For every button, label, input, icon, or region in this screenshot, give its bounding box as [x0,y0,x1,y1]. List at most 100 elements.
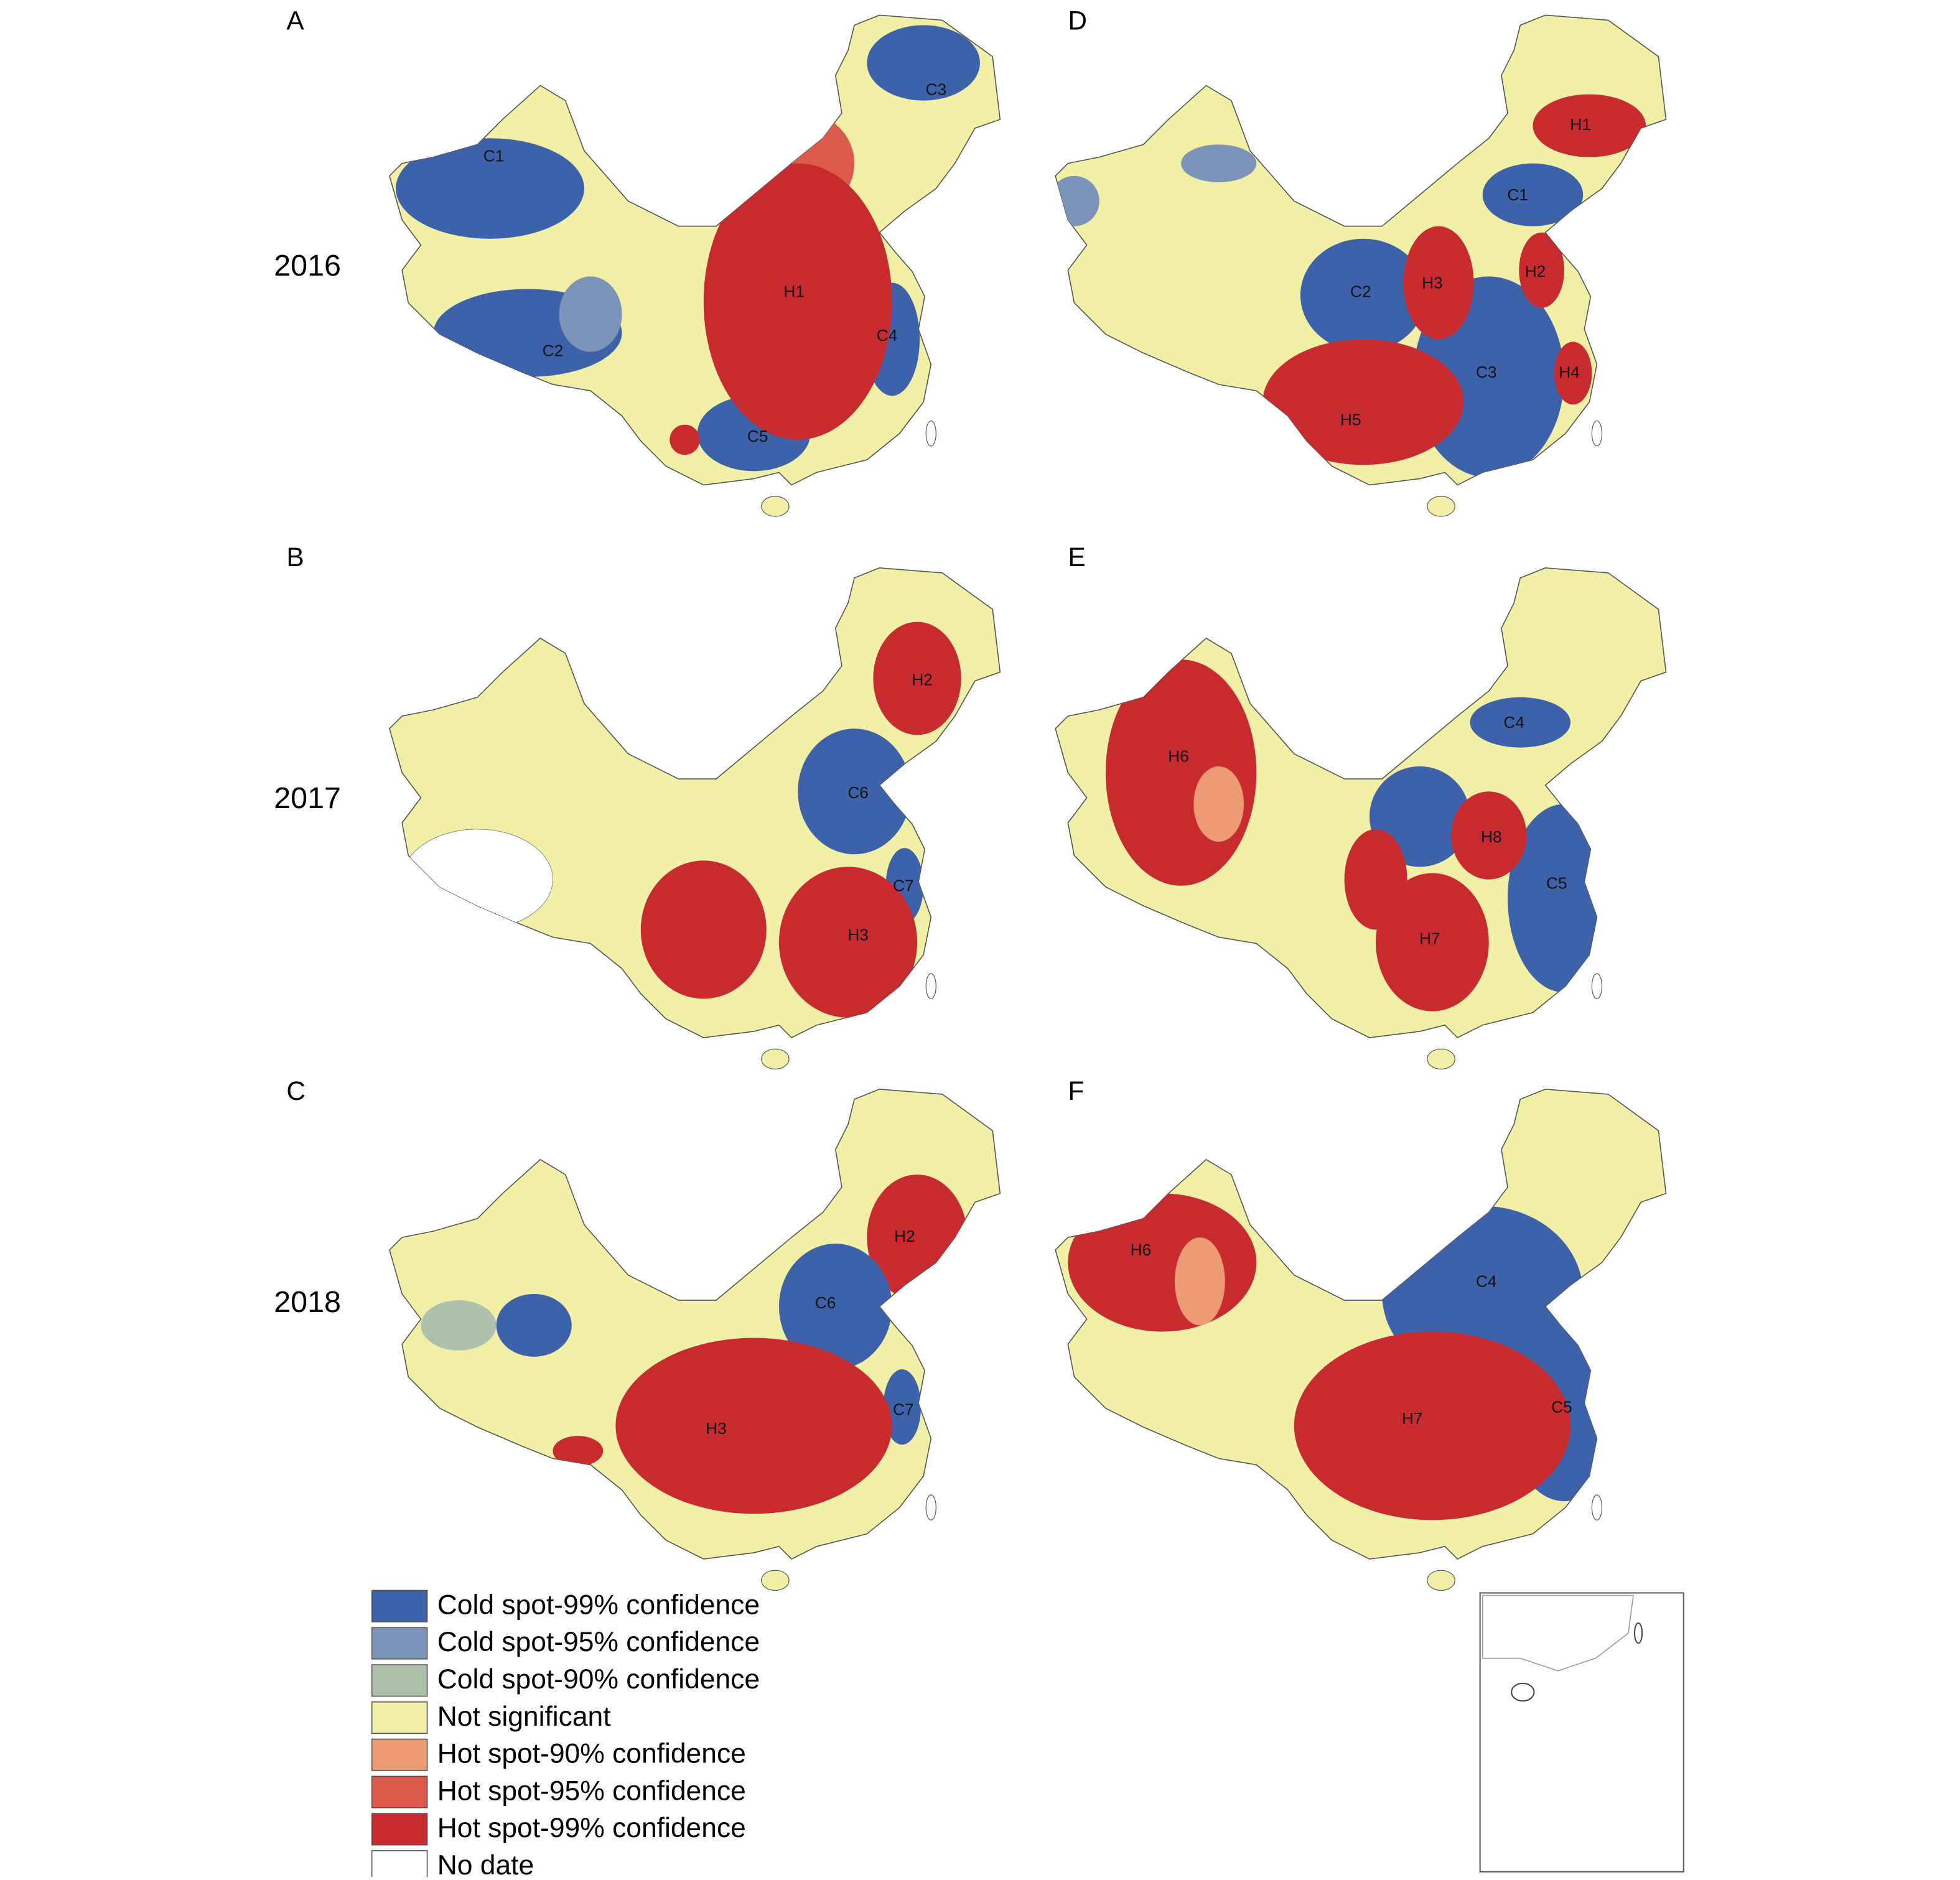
cluster-area [559,276,622,352]
cluster-label: H6 [1168,747,1189,766]
cluster-area [873,621,961,735]
cluster-area [1174,1237,1225,1326]
cluster-area [553,1436,604,1466]
cluster-areas [401,621,961,1018]
panel-letter: D [1068,6,1087,35]
cluster-area [778,867,918,1018]
cluster-area [1055,175,1099,226]
cluster-area [1181,144,1257,182]
cluster-label: C2 [543,341,564,360]
panel-letter: A [286,6,304,35]
cluster-label: C5 [1551,1398,1572,1417]
panel-letter: C [286,1076,306,1105]
legend-swatch [371,1775,428,1808]
legend-label: Cold spot-99% confidence [437,1589,760,1620]
year-label: 2016 [274,249,341,282]
island [1591,420,1603,447]
cluster-area [421,1300,497,1351]
map-panel [1055,567,1667,1070]
legend-swatch [371,1701,428,1734]
cluster-label: H1 [1570,115,1591,134]
cluster-areas [396,25,980,472]
cluster-label: C3 [1476,363,1497,381]
labels: A C1 C2 C3 C4 C5 H1 D H1 C1 H3 H2 C2 H4 C3 H5 B H2 C6 C7 H3 E… [274,6,1591,1880]
legend-swatch [371,1627,428,1660]
cluster-area [1105,659,1257,886]
maps [388,14,1667,1591]
island [1427,496,1455,517]
map-panel [388,14,1001,517]
legend-swatch [371,1813,428,1846]
island [1591,973,1603,1000]
cluster-label: C1 [1507,185,1528,204]
cluster-area [401,829,553,930]
legend-label: Cold spot-95% confidence [437,1627,760,1657]
legend-label: Hot spot-90% confidence [437,1739,746,1769]
legend-swatch [371,1850,428,1880]
cluster-area [508,938,547,959]
cluster-label: H6 [1131,1240,1152,1259]
island [925,1494,936,1521]
cluster-label: C3 [926,80,947,98]
legend-label: No date [437,1850,534,1877]
map-panel [1055,14,1667,517]
cluster-areas [1055,94,1646,478]
cluster-label: H3 [706,1419,727,1438]
panel-letter: F [1068,1076,1084,1105]
cluster-label: H2 [894,1227,915,1245]
legend-label: Not significant [437,1701,612,1732]
legend-label: Hot spot-99% confidence [437,1813,746,1843]
legend-swatch [371,1589,428,1622]
island [925,973,936,1000]
cluster-area [1294,1331,1571,1520]
map-panel [388,567,1001,1070]
cluster-label: H7 [1402,1409,1423,1428]
year-label: 2018 [274,1285,341,1319]
cluster-label: C4 [1503,713,1524,732]
cluster-label: H2 [912,670,933,689]
cluster-area [1262,339,1464,465]
cluster-area [883,1369,922,1445]
cluster-label: H2 [1525,262,1546,281]
cluster-area [670,424,700,455]
cluster-label: H8 [1481,827,1502,846]
cluster-label: C7 [893,1400,914,1419]
year-label: 2017 [274,781,341,815]
cluster-label: H4 [1559,363,1580,381]
island [925,420,936,447]
legend-swatch [371,1738,428,1771]
cluster-label: H7 [1419,929,1440,947]
island [761,1048,790,1070]
cluster-areas [421,1175,968,1514]
cluster-area [1193,766,1244,842]
cluster-label: C1 [483,146,505,165]
cluster-label: H5 [1340,411,1361,429]
cluster-area [1376,873,1489,1012]
cluster-label: H3 [847,925,869,944]
cluster-area [867,25,980,101]
cluster-area [1519,232,1564,308]
cluster-label: C6 [847,783,869,802]
legend-swatch [371,1664,428,1697]
cluster-areas [1068,1193,1621,1520]
map-panel [388,1088,1001,1591]
island [761,1570,790,1591]
cluster-area [778,1244,892,1370]
legend-label: Cold spot-90% confidence [437,1664,760,1695]
cluster-area [1403,226,1474,340]
island [1427,1048,1455,1070]
cluster-label: C4 [877,326,898,345]
cluster-area [1470,697,1571,748]
cluster-area [1482,163,1584,226]
island [761,496,790,517]
cluster-area [1068,1193,1257,1332]
map-panel [1055,1088,1667,1591]
island [1591,1494,1603,1521]
cluster-label: C6 [815,1293,836,1312]
cluster-label: C2 [1350,282,1371,301]
cluster-area [615,1338,892,1514]
cluster-area [798,728,911,855]
cluster-area [1451,791,1527,880]
